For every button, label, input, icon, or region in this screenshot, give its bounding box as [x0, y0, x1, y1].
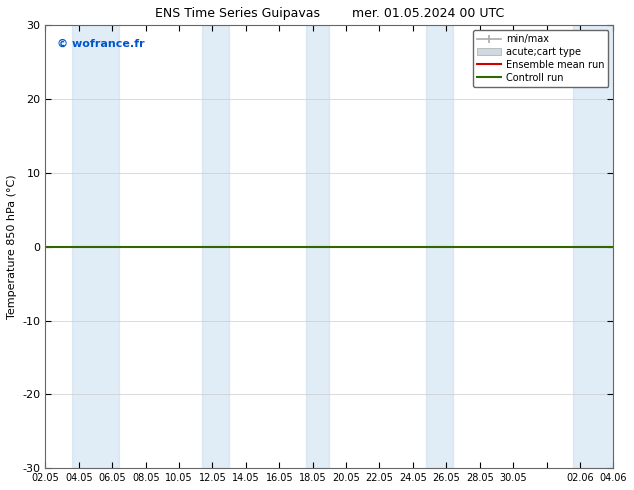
Bar [202, 25, 230, 468]
Bar [573, 25, 620, 468]
Title: ENS Time Series Guipavas        mer. 01.05.2024 00 UTC: ENS Time Series Guipavas mer. 01.05.2024… [155, 7, 504, 20]
Y-axis label: Temperature 850 hPa (°C): Temperature 850 hPa (°C) [7, 174, 17, 319]
Bar [426, 25, 453, 468]
Legend: min/max, acute;cart type, Ensemble mean run, Controll run: min/max, acute;cart type, Ensemble mean … [473, 30, 609, 87]
Text: © wofrance.fr: © wofrance.fr [57, 39, 145, 49]
Bar [306, 25, 330, 468]
Bar [72, 25, 119, 468]
